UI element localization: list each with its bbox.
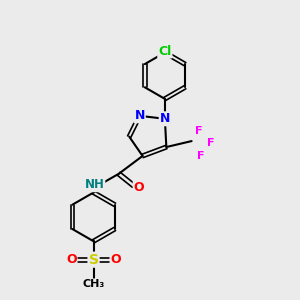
Text: Cl: Cl [158, 44, 172, 58]
Text: O: O [134, 181, 144, 194]
Text: F: F [195, 126, 203, 136]
Text: CH₃: CH₃ [82, 279, 105, 289]
Text: N: N [160, 112, 170, 125]
Text: S: S [88, 253, 98, 267]
Text: O: O [66, 253, 76, 266]
Text: F: F [197, 151, 204, 161]
Text: O: O [110, 253, 121, 266]
Text: N: N [134, 109, 145, 122]
Text: F: F [207, 138, 215, 148]
Text: NH: NH [85, 178, 104, 191]
